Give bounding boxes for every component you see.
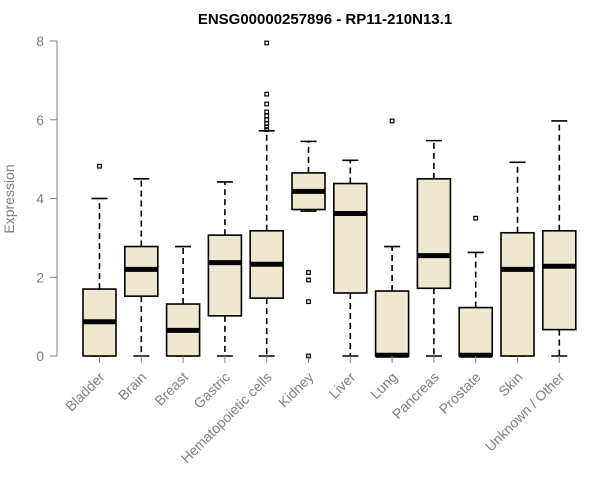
outlier-point — [264, 113, 270, 119]
box-group — [374, 118, 410, 358]
outlier-point — [264, 91, 270, 97]
x-tick-label: Prostate — [436, 369, 484, 417]
outlier-point — [306, 299, 311, 305]
outlier-point — [264, 117, 270, 123]
box-iqr — [374, 290, 410, 357]
box-iqr — [500, 231, 535, 357]
box-group — [500, 161, 535, 357]
y-tick-label: 6 — [36, 112, 44, 128]
chart-title: ENSG00000257896 - RP11-210N13.1 — [198, 11, 452, 28]
box-group — [291, 140, 326, 359]
x-tick-label: Liver — [326, 369, 359, 402]
x-tick-label: Kidney — [275, 369, 317, 411]
box-iqr — [458, 306, 494, 357]
x-tick-label: Skin — [495, 369, 526, 400]
outlier-point — [264, 121, 270, 127]
box-group — [416, 139, 452, 357]
outlier-point — [306, 277, 311, 283]
box-group — [207, 181, 243, 357]
x-tick-label: Brain — [115, 369, 149, 403]
box-group — [165, 245, 201, 357]
x-tick-label: Bladder — [62, 369, 108, 415]
y-tick-label: 4 — [36, 191, 44, 207]
y-tick-label: 2 — [36, 269, 44, 285]
y-tick-label: 8 — [36, 33, 44, 49]
outlier-point — [264, 127, 270, 132]
y-axis-title: Expression — [1, 164, 17, 233]
x-tick-label: Unknown / Other — [482, 369, 568, 455]
box-group — [249, 40, 284, 357]
box-iqr — [332, 182, 368, 294]
box-group — [332, 159, 368, 357]
outlier-point — [97, 163, 102, 169]
outlier-point — [264, 109, 270, 115]
box-group — [541, 120, 577, 357]
y-tick-label: 0 — [36, 348, 44, 364]
outlier-point — [389, 118, 395, 124]
box-iqr — [207, 234, 243, 317]
outlier-point — [264, 40, 270, 46]
box-iqr — [541, 229, 577, 331]
outlier-point — [264, 101, 270, 107]
outlier-point — [473, 215, 479, 221]
x-tick-label: Breast — [151, 369, 191, 409]
outlier-point — [306, 270, 311, 275]
x-tick-label: Lung — [367, 369, 400, 402]
boxes — [82, 40, 577, 359]
box-group — [458, 215, 494, 358]
box-group — [124, 178, 159, 357]
y-ticks: 0 2 4 6 8 — [36, 33, 57, 364]
box-group — [82, 163, 117, 357]
box-iqr — [416, 178, 452, 290]
